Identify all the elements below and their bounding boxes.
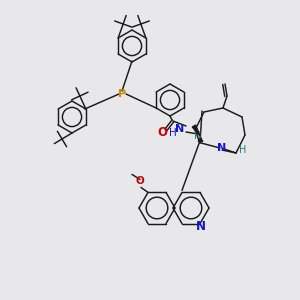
Text: P: P	[118, 89, 126, 99]
Text: H: H	[169, 128, 177, 138]
Text: N: N	[218, 143, 226, 153]
Polygon shape	[192, 125, 200, 136]
Text: O: O	[136, 176, 144, 186]
Text: N: N	[196, 220, 206, 233]
Text: N: N	[176, 124, 184, 134]
Text: H: H	[194, 131, 202, 141]
Text: O: O	[157, 125, 167, 139]
Text: H: H	[239, 145, 247, 155]
